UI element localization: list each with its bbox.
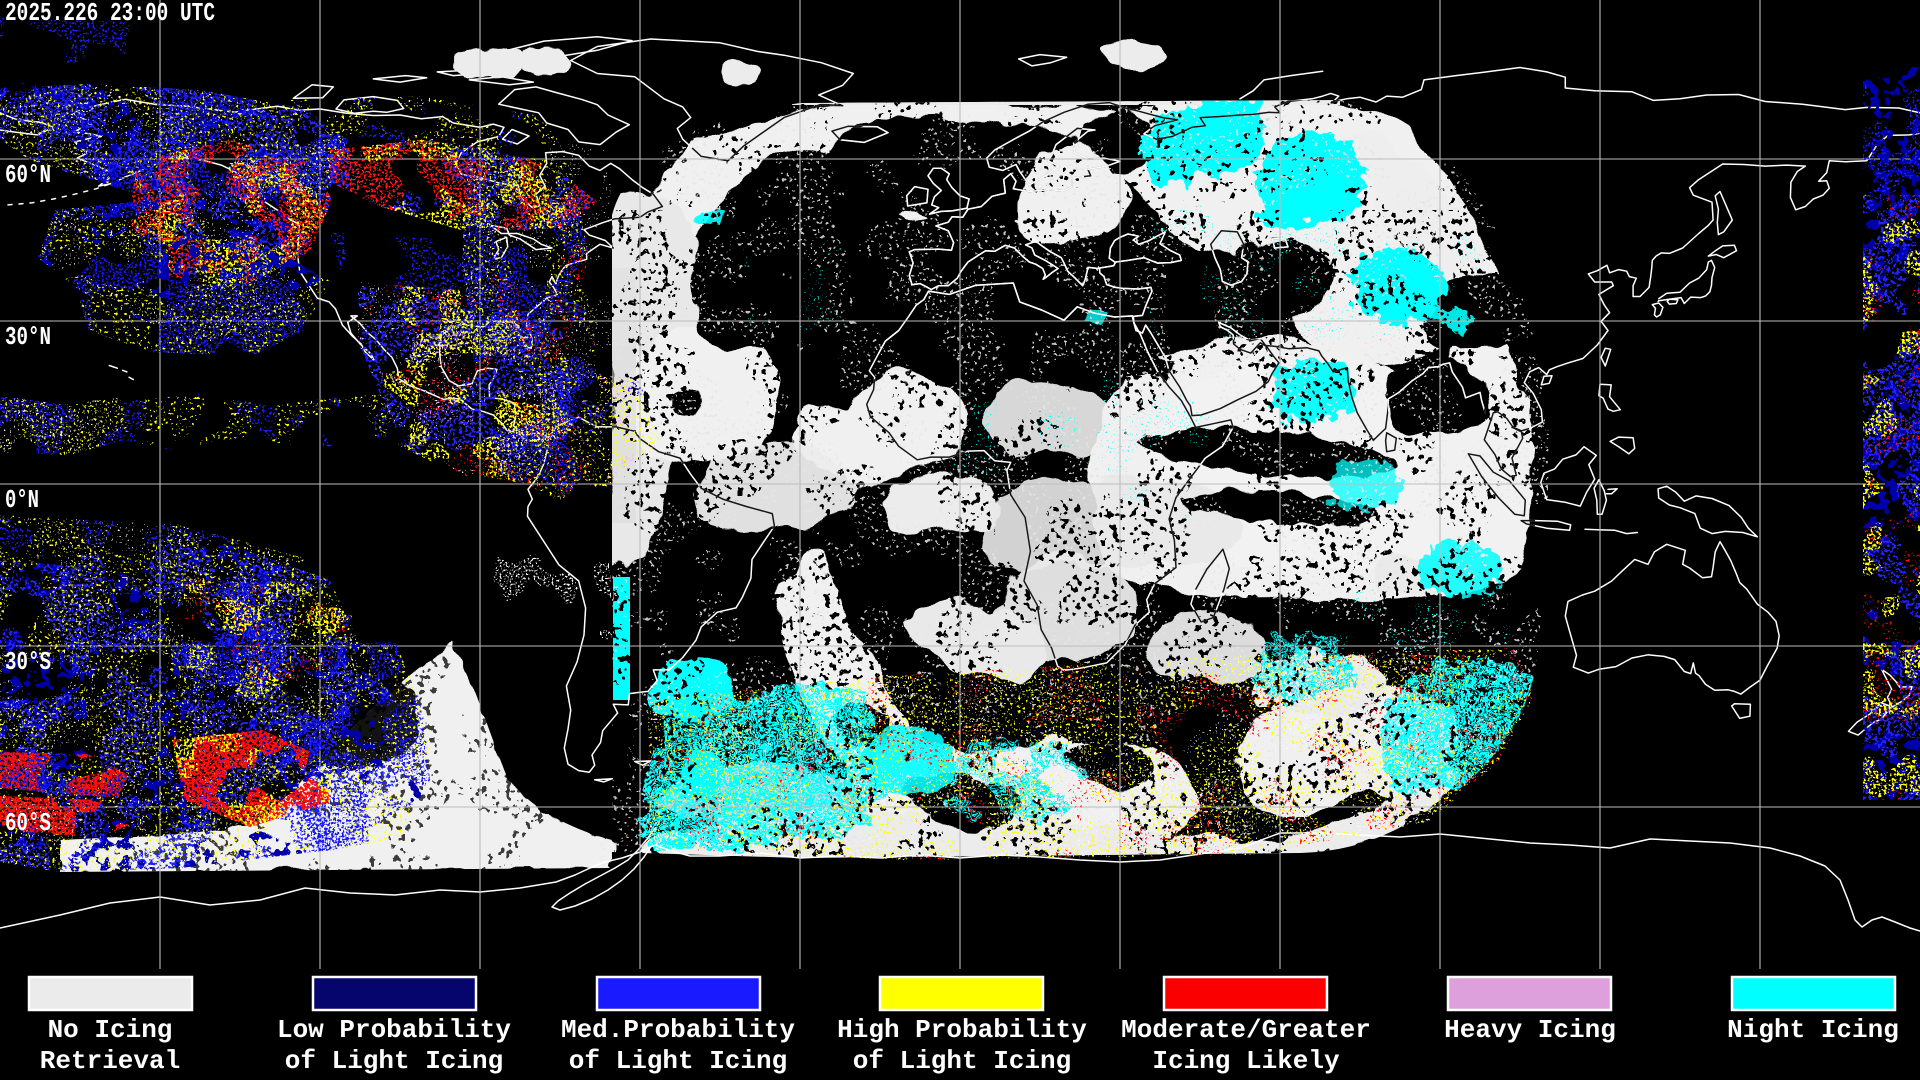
svg-text:30°S: 30°S [5,647,51,677]
svg-text:60°S: 60°S [5,808,51,838]
svg-text:Icing Likely: Icing Likely [1152,1046,1340,1076]
svg-text:of Light Icing: of Light Icing [569,1046,787,1076]
svg-text:High Probability: High Probability [837,1015,1087,1045]
svg-text:Heavy Icing: Heavy Icing [1444,1015,1616,1045]
svg-text:2025.226 23:00 UTC: 2025.226 23:00 UTC [5,0,215,28]
svg-text:Med.Probability: Med.Probability [561,1015,795,1045]
svg-text:No Icing: No Icing [48,1015,173,1045]
svg-text:0°N: 0°N [5,485,39,515]
svg-text:Retrieval: Retrieval [40,1046,180,1076]
svg-text:60°N: 60°N [5,160,51,190]
svg-text:Moderate/Greater: Moderate/Greater [1121,1015,1371,1045]
svg-text:Low Probability: Low Probability [277,1015,511,1045]
svg-text:30°N: 30°N [5,322,51,352]
svg-text:of Light Icing: of Light Icing [285,1046,503,1076]
svg-text:Night Icing: Night Icing [1727,1015,1899,1045]
svg-text:of Light Icing: of Light Icing [853,1046,1071,1076]
